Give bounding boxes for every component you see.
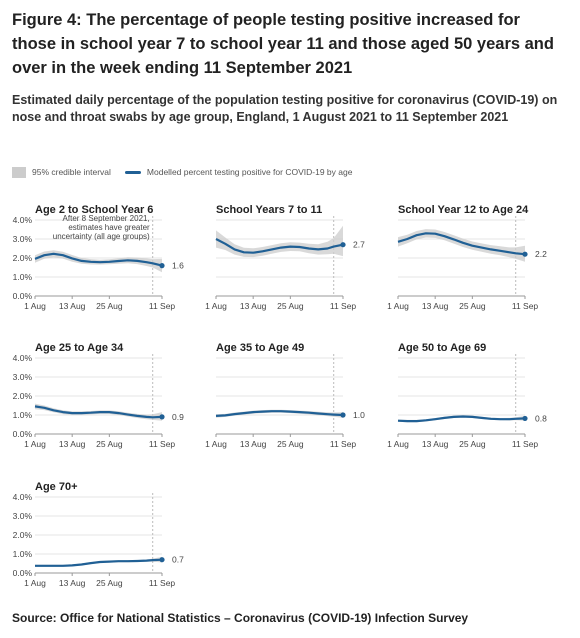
x-tick-label: 13 Aug [59, 439, 86, 449]
chart-panel: Age 2 to School Year 64.0% 3.0% 2.0% 1.0% 0.… [13, 204, 184, 311]
x-tick-label: 11 Sep [512, 439, 539, 449]
chart-panel: Age 35 to Age 49 1.0 1 Aug 13 Aug 25 Aug 11 S… [205, 342, 365, 449]
end-point [340, 412, 346, 418]
end-point [340, 242, 346, 248]
panel-title: Age 35 to Age 49 [216, 342, 304, 354]
x-tick-label: 11 Sep [330, 301, 357, 311]
y-tick-label: 4.0% [13, 353, 33, 363]
x-tick-label: 1 Aug [24, 439, 46, 449]
panel-title: Age 25 to Age 34 [35, 342, 124, 354]
y-tick-label: 0.0% [13, 429, 33, 439]
end-point [159, 414, 165, 420]
legend: 95% credible interval Modelled percent t… [12, 164, 352, 180]
panel-title: Age 50 to Age 69 [398, 342, 486, 354]
chart-panel: School Year 12 to Age 24 2.2 1 Aug 13 Aug 25… [387, 204, 547, 311]
end-value-label: 0.9 [172, 412, 184, 422]
x-tick-label: 11 Sep [512, 301, 539, 311]
x-tick-label: 1 Aug [24, 578, 46, 588]
y-tick-label: 3.0% [13, 234, 33, 244]
y-tick-label: 3.0% [13, 372, 33, 382]
panel-title: Age 70+ [35, 481, 78, 493]
x-tick-label: 13 Aug [422, 439, 449, 449]
x-tick-label: 13 Aug [59, 301, 86, 311]
x-tick-label: 13 Aug [240, 301, 267, 311]
series-line [34, 405, 163, 419]
end-value-label: 2.2 [535, 249, 547, 259]
x-tick-label: 25 Aug [277, 439, 304, 449]
series-line [215, 238, 344, 254]
x-tick-label: 1 Aug [205, 439, 227, 449]
end-value-label: 2.7 [353, 240, 365, 250]
end-point [159, 263, 165, 269]
x-tick-label: 13 Aug [422, 301, 449, 311]
series-line [215, 410, 344, 417]
end-point [522, 415, 528, 422]
y-tick-label: 0.0% [13, 568, 33, 578]
legend-interval-label: 95% credible interval [32, 167, 111, 177]
end-value-label: 1.0 [353, 410, 365, 420]
y-tick-label: 4.0% [13, 215, 33, 225]
annotation-text: estimates have greater [68, 223, 150, 232]
panel-title: School Years 7 to 11 [216, 204, 322, 216]
annotation-text: After 8 September 2021, [63, 214, 150, 223]
series-line [35, 558, 163, 567]
x-tick-label: 13 Aug [240, 439, 267, 449]
y-tick-label: 3.0% [13, 511, 33, 521]
end-value-label: 0.7 [172, 555, 184, 565]
x-tick-label: 13 Aug [59, 578, 86, 588]
end-value-label: 0.8 [535, 413, 547, 423]
legend-interval-swatch [12, 166, 26, 178]
x-tick-label: 25 Aug [459, 439, 486, 449]
y-tick-label: 0.0% [13, 291, 33, 301]
x-tick-label: 25 Aug [96, 301, 123, 311]
credible-interval-band [398, 229, 525, 262]
x-tick-label: 25 Aug [277, 301, 304, 311]
x-tick-label: 11 Sep [149, 439, 176, 449]
panel-title: Age 2 to School Year 6 [35, 204, 153, 216]
x-tick-label: 1 Aug [387, 301, 409, 311]
legend-line-swatch [124, 170, 141, 174]
figure-title: Figure 4: The percentage of people testi… [12, 11, 554, 77]
panel-title: School Year 12 to Age 24 [398, 204, 529, 216]
y-tick-label: 1.0% [13, 272, 33, 282]
annotation-text: uncertainty (all age groups) [53, 232, 150, 241]
y-tick-label: 2.0% [13, 253, 33, 263]
credible-interval-band [216, 225, 343, 258]
x-tick-label: 1 Aug [24, 301, 46, 311]
x-tick-label: 1 Aug [205, 301, 227, 311]
y-tick-label: 2.0% [13, 391, 33, 401]
x-tick-label: 11 Sep [330, 439, 357, 449]
legend-line-label: Modelled percent testing positive for CO… [146, 167, 353, 177]
y-tick-label: 2.0% [13, 530, 33, 540]
y-tick-label: 1.0% [13, 410, 33, 420]
series-line [397, 415, 526, 423]
x-tick-label: 25 Aug [96, 578, 123, 588]
end-point [522, 251, 528, 257]
series-line [34, 252, 163, 267]
chart-panel: Age 50 to Age 69 0.8 1 Aug 13 Aug 25 Aug 11 S… [387, 342, 547, 449]
end-point [159, 557, 165, 563]
x-tick-label: 11 Sep [149, 301, 176, 311]
chart-panel: Age 25 to Age 344.0% 3.0% 2.0% 1.0% 0.0% 0.9 1… [13, 342, 184, 449]
x-tick-label: 1 Aug [387, 439, 409, 449]
end-value-label: 1.6 [172, 261, 184, 271]
x-tick-label: 11 Sep [149, 578, 176, 588]
chart-panel: Age 70+4.0% 3.0% 2.0% 1.0% 0.0% 0.7 1 Aug 13 Au… [13, 481, 184, 588]
x-tick-label: 25 Aug [96, 439, 123, 449]
figure-subtitle: Estimated daily percentage of the popula… [12, 93, 558, 124]
series-line [397, 232, 526, 256]
source-note: Source: Office for National Statistics –… [12, 611, 469, 625]
y-tick-label: 1.0% [13, 549, 33, 559]
chart-panel: School Years 7 to 11 2.7 1 Aug 13 Aug 25 Aug… [205, 204, 365, 311]
y-tick-label: 4.0% [13, 492, 33, 502]
x-tick-label: 25 Aug [459, 301, 486, 311]
